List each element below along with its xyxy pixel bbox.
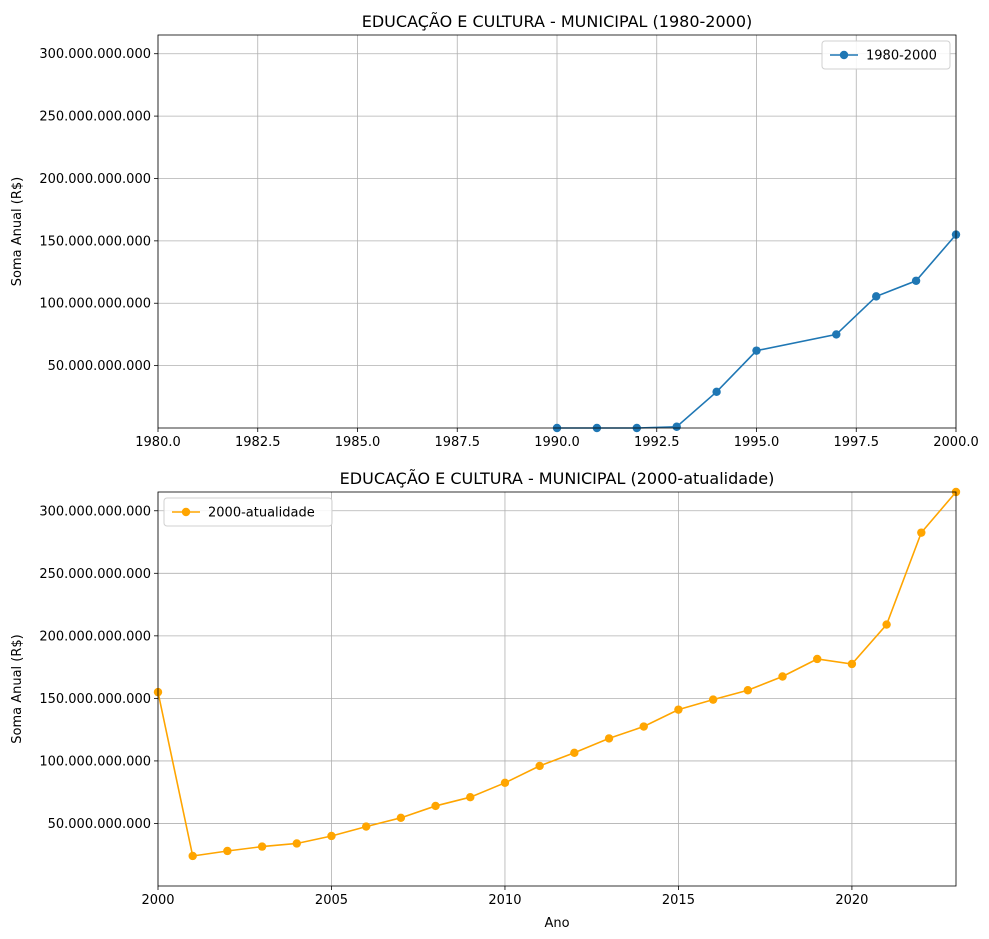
data-point [752, 346, 761, 355]
legend-box [163, 497, 333, 527]
plot-area [158, 492, 956, 886]
x-tick-label: 1995.0 [734, 435, 780, 450]
x-tick-label: 2005 [315, 893, 348, 908]
y-tick-label: 150.000.000.000 [39, 234, 151, 249]
y-tick-label: 100.000.000.000 [39, 754, 151, 769]
x-tick-label: 1982.5 [235, 435, 281, 450]
legend-marker [181, 507, 191, 517]
data-point [639, 722, 648, 731]
chart-1980-2000: 1980.0 1982.5 1985.0 1987.5 1990.0 1992.5 1995… [10, 12, 979, 450]
data-point [535, 761, 544, 771]
x-tick-label: 2015 [662, 893, 695, 908]
x-tick-label: 2000.0 [933, 435, 979, 450]
x-tick-label: 1985.0 [335, 435, 381, 450]
data-point [223, 846, 232, 856]
data-point [917, 528, 926, 537]
data-point [188, 851, 197, 861]
y-tick-label: 50.000.000.000 [48, 817, 151, 832]
data-point [743, 686, 753, 695]
x-tick-label: 2000 [141, 893, 174, 908]
legend-label: 2000-atualidade [208, 506, 315, 521]
chart-title: EDUCAÇÃO E CULTURA - MUNICIPAL (1980-200… [362, 12, 752, 31]
x-tick-label: 1980.0 [135, 435, 181, 450]
legend-label: 1980-2000 [866, 49, 937, 64]
x-tick-label: 1992.5 [634, 435, 680, 450]
data-point [466, 792, 475, 802]
series-line [157, 491, 957, 857]
y-tick-label: 200.000.000.000 [39, 629, 151, 644]
data-point [832, 330, 841, 339]
legend-marker [839, 50, 849, 60]
x-axis-title: Ano [544, 916, 569, 931]
y-tick-label: 150.000.000.000 [39, 692, 151, 707]
data-point [712, 387, 721, 397]
y-tick-label: 250.000.000.000 [39, 110, 151, 125]
data-point [813, 654, 822, 664]
data-point [708, 695, 718, 704]
data-point [500, 778, 510, 788]
x-tick-label: 1987.5 [435, 435, 481, 450]
y-tick-label: 300.000.000.000 [39, 47, 151, 62]
data-point [361, 822, 371, 831]
data-point [396, 813, 406, 823]
data-point [882, 620, 891, 629]
y-tick-label: 250.000.000.000 [39, 567, 151, 582]
y-axis-title: Soma Anual (R$) [10, 177, 25, 287]
x-tick-label: 2020 [835, 893, 868, 908]
data-point [431, 801, 440, 811]
legend-box [821, 40, 951, 70]
data-point [674, 705, 683, 714]
data-point [872, 292, 881, 301]
data-point [257, 842, 267, 851]
y-tick-label: 200.000.000.000 [39, 172, 151, 187]
data-point [570, 748, 579, 757]
data-point [847, 659, 857, 669]
y-tick-label: 50.000.000.000 [48, 359, 151, 374]
y-tick-label: 100.000.000.000 [39, 297, 151, 312]
data-point [292, 839, 301, 848]
chart-title: EDUCAÇÃO E CULTURA - MUNICIPAL (2000-atu… [340, 469, 775, 488]
x-tick-label: 1990.0 [534, 435, 580, 450]
data-point [327, 831, 336, 841]
plot-frame [157, 491, 957, 887]
plot-frame [157, 34, 957, 429]
data-point [604, 734, 614, 743]
y-axis-title: Soma Anual (R$) [10, 634, 25, 744]
data-point [911, 276, 921, 285]
x-tick-label: 2010 [488, 893, 521, 908]
x-tick-label: 1997.5 [834, 435, 880, 450]
data-point [672, 422, 681, 431]
chart-2000-atualidade: 2000 2005 2010 2015 2020 50.000.000.000 100.00… [10, 469, 961, 931]
data-point [778, 672, 787, 681]
y-tick-label: 300.000.000.000 [39, 504, 151, 519]
